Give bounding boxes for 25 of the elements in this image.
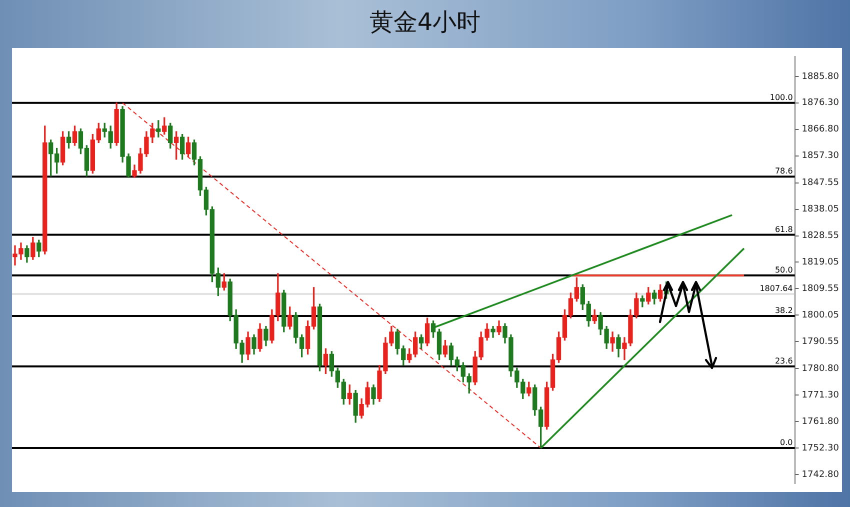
y-tick-label: 1809.55 [802, 284, 839, 294]
y-tick-label: 1800.05 [802, 310, 839, 320]
y-tick-label: 1885.80 [802, 72, 840, 82]
chart-title: 黄金4小时 [368, 7, 482, 38]
y-tick-label: 1876.30 [802, 98, 840, 108]
y-tick-label: 1857.30 [802, 151, 840, 162]
y-tick-label: 1780.80 [802, 364, 840, 374]
annotation: 0.0 [780, 438, 793, 448]
annotation: 61.8 [774, 224, 793, 234]
annotation: 50.0 [774, 266, 793, 275]
annotation: 100.0 [770, 92, 793, 102]
y-tick-label: 1819.05 [802, 258, 839, 268]
y-tick-label: 1790.55 [802, 336, 839, 347]
y-tick-label: 1866.80 [802, 124, 840, 135]
annotation: 38.2 [774, 306, 793, 316]
y-tick-label: 1828.55 [802, 231, 839, 242]
y-tick-label: 1838.05 [802, 204, 839, 215]
annotation: 23.6 [774, 356, 793, 366]
y-tick-label: 1761.80 [802, 416, 840, 427]
ref-line-label: 1807.64 [760, 284, 793, 294]
y-tick-label: 1742.80 [802, 470, 840, 480]
annotation: 78.6 [774, 166, 793, 176]
y-tick-label: 1771.30 [802, 390, 840, 400]
y-tick-label: 1752.30 [802, 443, 840, 454]
y-tick-label: 1847.55 [802, 178, 839, 188]
